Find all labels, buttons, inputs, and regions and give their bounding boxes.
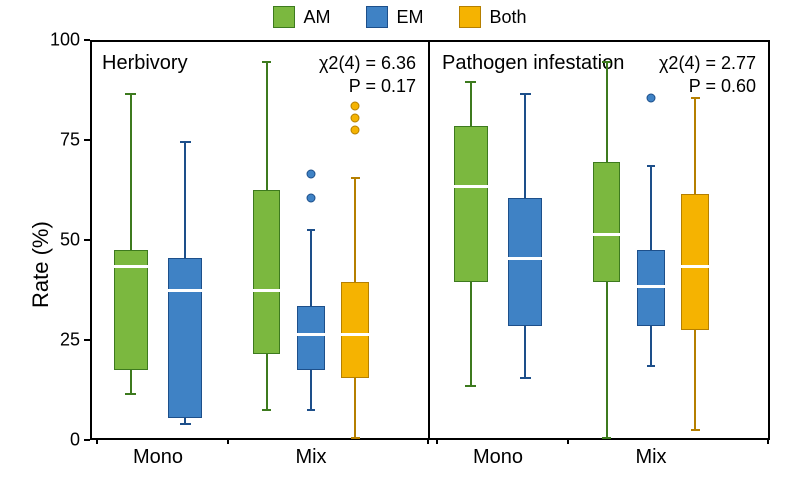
box-am bbox=[253, 190, 280, 354]
panel-title: Pathogen infestation bbox=[442, 52, 624, 75]
outlier-point bbox=[647, 94, 656, 103]
figure: AM EM Both Rate (%) 0 25 50 75 100 Herbivory χ2(… bbox=[0, 0, 800, 500]
legend-swatch bbox=[366, 6, 388, 28]
stat-p: P = 0.17 bbox=[319, 75, 416, 98]
whisker-cap bbox=[465, 81, 476, 83]
panel-herbivory: Herbivoryχ2(4) = 6.36P = 0.17MonoMix bbox=[90, 40, 430, 440]
whisker-cap bbox=[602, 61, 611, 63]
panel-stats: χ2(4) = 2.77P = 0.60 bbox=[659, 52, 756, 99]
whisker-cap bbox=[465, 385, 476, 387]
panel-pathogen-infestation: Pathogen infestation χ2(4) = 2.77P = 0.60… bbox=[430, 40, 770, 440]
box-em bbox=[297, 306, 324, 370]
whisker-cap bbox=[307, 229, 316, 231]
whisker-cap bbox=[602, 437, 611, 439]
whisker-cap bbox=[262, 409, 271, 411]
plot-area: 0255075100Herbivoryχ2(4) = 6.36P = 0.17M… bbox=[90, 40, 770, 440]
stat-chi: χ2(4) = 6.36 bbox=[319, 52, 416, 75]
median-line bbox=[454, 185, 488, 188]
legend-label: Both bbox=[489, 7, 526, 28]
outlier-point bbox=[351, 114, 360, 123]
whisker-cap bbox=[647, 165, 656, 167]
median-line bbox=[114, 265, 148, 268]
whisker-cap bbox=[520, 377, 531, 379]
whisker-cap bbox=[125, 393, 136, 395]
median-line bbox=[341, 333, 368, 336]
whisker-cap bbox=[125, 93, 136, 95]
median-line bbox=[508, 257, 542, 260]
legend-item-both: Both bbox=[459, 6, 526, 28]
box-am bbox=[454, 126, 488, 282]
x-tick-label: Mix bbox=[295, 446, 326, 469]
whisker-cap bbox=[307, 409, 316, 411]
whisker-cap bbox=[691, 97, 700, 99]
median-line bbox=[593, 233, 620, 236]
whisker-cap bbox=[647, 365, 656, 367]
box-both bbox=[341, 282, 368, 378]
x-tick bbox=[96, 438, 98, 444]
median-line bbox=[681, 265, 708, 268]
x-tick bbox=[227, 438, 229, 444]
x-tick-label: Mono bbox=[133, 446, 183, 469]
y-tick-label: 25 bbox=[60, 330, 80, 351]
y-tick-label: 100 bbox=[50, 30, 80, 51]
y-tick-label: 75 bbox=[60, 130, 80, 151]
legend-label: AM bbox=[303, 7, 330, 28]
outlier-point bbox=[351, 126, 360, 135]
x-tick bbox=[427, 438, 429, 444]
box-both bbox=[681, 194, 708, 330]
x-tick bbox=[767, 438, 769, 444]
box-em bbox=[168, 258, 202, 418]
whisker-cap bbox=[180, 141, 191, 143]
legend-item-em: EM bbox=[366, 6, 423, 28]
panel-stats: χ2(4) = 6.36P = 0.17 bbox=[319, 52, 416, 99]
y-tick-label: 50 bbox=[60, 230, 80, 251]
box-em bbox=[637, 250, 664, 326]
stat-chi: χ2(4) = 2.77 bbox=[659, 52, 756, 75]
median-line bbox=[637, 285, 664, 288]
box-em bbox=[508, 198, 542, 326]
stat-p: P = 0.60 bbox=[659, 75, 756, 98]
whisker-cap bbox=[262, 61, 271, 63]
outlier-point bbox=[351, 102, 360, 111]
whisker-cap bbox=[691, 429, 700, 431]
median-line bbox=[168, 289, 202, 292]
x-tick bbox=[436, 438, 438, 444]
y-tick-label: 0 bbox=[70, 430, 80, 451]
legend-swatch bbox=[459, 6, 481, 28]
median-line bbox=[253, 289, 280, 292]
legend-swatch bbox=[273, 6, 295, 28]
median-line bbox=[297, 333, 324, 336]
legend: AM EM Both bbox=[0, 6, 800, 33]
whisker-cap bbox=[351, 437, 360, 439]
x-tick-label: Mono bbox=[473, 446, 523, 469]
y-axis-label: Rate (%) bbox=[28, 221, 54, 308]
outlier-point bbox=[307, 194, 316, 203]
legend-label: EM bbox=[396, 7, 423, 28]
whisker-cap bbox=[180, 423, 191, 425]
outlier-point bbox=[307, 170, 316, 179]
box-am bbox=[114, 250, 148, 370]
panel-title: Herbivory bbox=[102, 52, 188, 75]
box-am bbox=[593, 162, 620, 282]
x-tick bbox=[567, 438, 569, 444]
whisker-cap bbox=[351, 177, 360, 179]
legend-item-am: AM bbox=[273, 6, 330, 28]
whisker-cap bbox=[520, 93, 531, 95]
x-tick-label: Mix bbox=[635, 446, 666, 469]
